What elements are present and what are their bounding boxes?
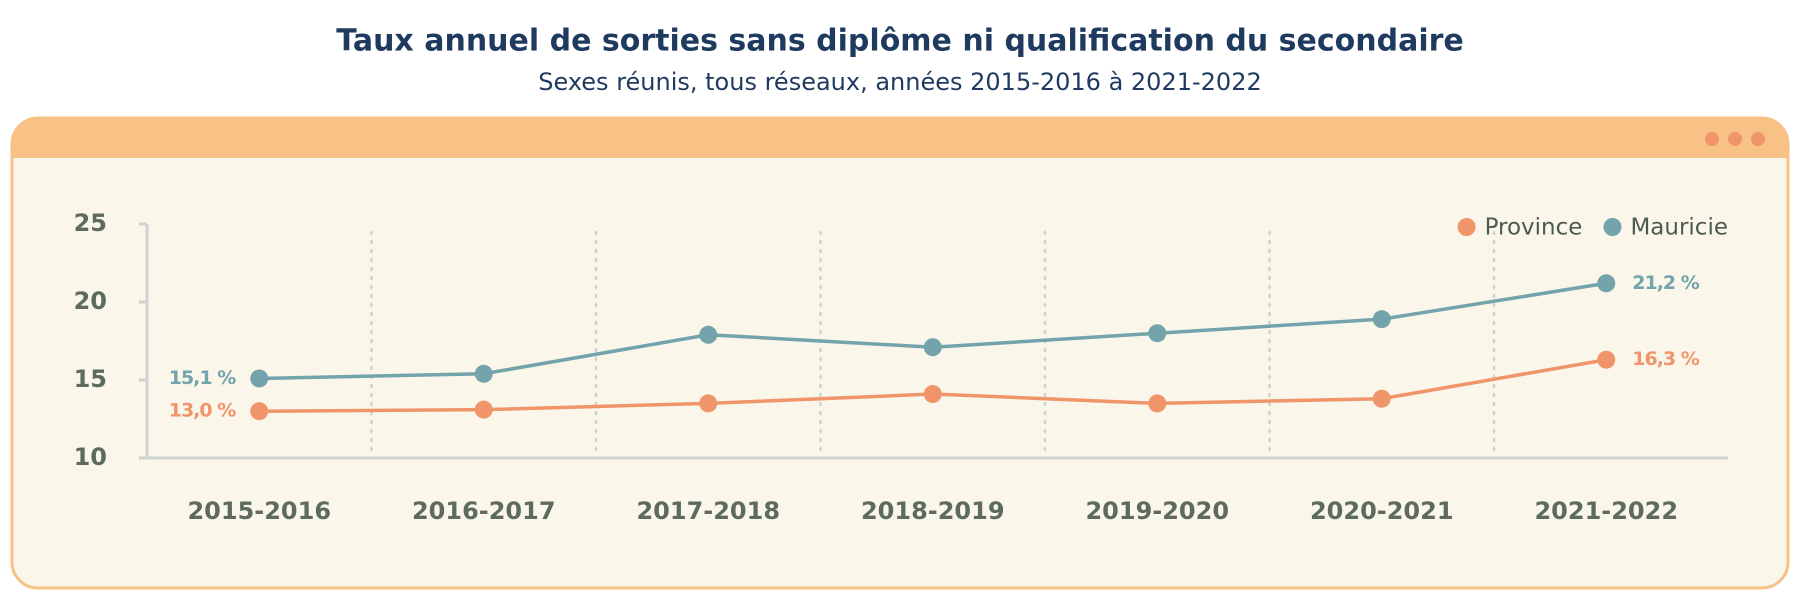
data-point <box>474 364 493 383</box>
x-tick-label: 2017-2018 <box>636 497 780 525</box>
window-dot <box>1728 132 1742 146</box>
x-tick-label: 2020-2021 <box>1310 497 1454 525</box>
y-tick-label: 10 <box>74 443 107 471</box>
x-tick-label: 2021-2022 <box>1534 497 1678 525</box>
legend-label: Mauricie <box>1630 215 1728 241</box>
data-point <box>699 394 718 413</box>
x-tick-label: 2019-2020 <box>1085 497 1229 525</box>
data-point <box>1372 389 1391 408</box>
data-label: 15,1 % <box>169 367 236 389</box>
legend-marker <box>1457 218 1476 236</box>
window-dot <box>1751 132 1765 146</box>
data-label: 21,2 % <box>1632 272 1699 294</box>
data-point <box>1372 310 1391 329</box>
data-point <box>1597 274 1616 293</box>
y-tick-label: 20 <box>74 287 107 315</box>
x-tick-label: 2015-2016 <box>187 497 331 525</box>
data-point <box>1148 324 1167 343</box>
legend-marker <box>1603 218 1622 236</box>
data-point <box>923 385 942 404</box>
data-point <box>699 325 718 344</box>
data-point <box>250 402 269 421</box>
y-tick-label: 25 <box>74 209 107 237</box>
data-point <box>250 369 269 388</box>
data-point <box>923 338 942 357</box>
data-label: 13,0 % <box>169 400 236 422</box>
y-tick-label: 15 <box>74 365 107 393</box>
chart-subtitle: Sexes réunis, tous réseaux, années 2015-… <box>538 68 1261 96</box>
chart-title: Taux annuel de sorties sans diplôme ni q… <box>336 24 1464 59</box>
x-tick-label: 2016-2017 <box>412 497 556 525</box>
data-point <box>1597 350 1616 369</box>
window-dot <box>1705 132 1719 146</box>
data-label: 16,3 % <box>1632 348 1699 370</box>
window-header <box>12 118 1788 158</box>
data-point <box>1148 394 1167 413</box>
x-tick-label: 2018-2019 <box>861 497 1005 525</box>
data-point <box>474 400 493 419</box>
legend-label: Province <box>1485 215 1583 241</box>
